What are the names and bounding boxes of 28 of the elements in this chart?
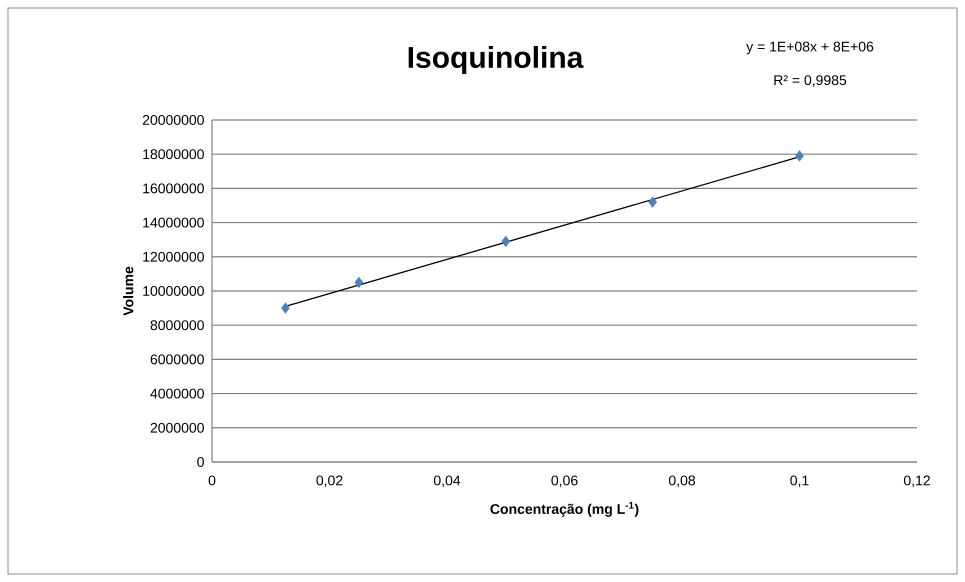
point <box>281 302 290 314</box>
y-tick-label: 2000000 <box>150 422 204 433</box>
text: R² = 0,9985 <box>774 75 846 87</box>
y-tick-label: 18000000 <box>143 149 204 160</box>
y-axis-title: Volume <box>123 266 134 316</box>
x-tick-label: 0,08 <box>668 476 696 488</box>
x-tick-label: 0,06 <box>551 476 578 488</box>
y-tick-label: 0 <box>197 457 204 467</box>
y-tick-label: 10000000 <box>143 286 204 296</box>
x-tick-label: 0 <box>208 476 216 486</box>
point <box>795 150 804 162</box>
y-tick-label: 6000000 <box>150 354 204 364</box>
y-tick-label: 20000000 <box>142 115 204 125</box>
x-tick-label: 0,12 <box>904 476 930 488</box>
x-tick-label: 0,02 <box>316 476 342 488</box>
chart-title: Isoquinolina <box>408 46 584 74</box>
y-tick-label: 14000000 <box>143 218 204 228</box>
text: y = 1E+08x + 8E+06 <box>746 42 874 54</box>
point <box>501 236 510 248</box>
y-tick-label: 4000000 <box>150 388 204 399</box>
y-tick-label: 12000000 <box>143 252 204 262</box>
x-tick-label: 0,04 <box>434 476 460 488</box>
point <box>354 276 364 288</box>
point <box>648 196 657 208</box>
y-tick-label: 16000000 <box>143 183 204 194</box>
x-tick-label: 0,1 <box>790 476 809 488</box>
y-tick-label: 8000000 <box>150 320 204 330</box>
x-axis-title: Concentração (mg L$^{-1}$) <box>490 502 638 517</box>
